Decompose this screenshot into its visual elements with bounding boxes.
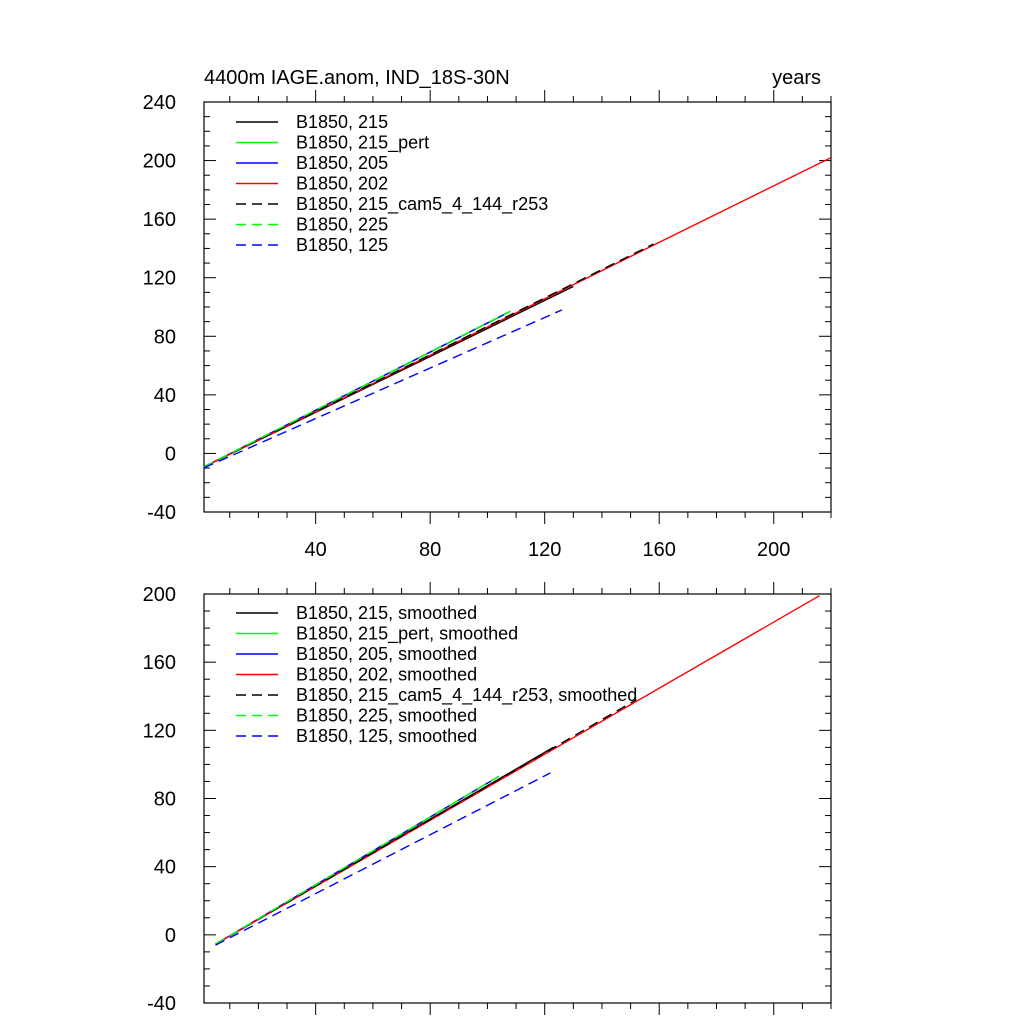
legend-label: B1850, 202	[296, 174, 388, 194]
legend-label: B1850, 205, smoothed	[296, 644, 477, 664]
y-tick-label: 160	[143, 209, 176, 231]
y-tick-label: 80	[154, 789, 176, 811]
x-tick-label: 40	[305, 539, 327, 561]
legend-label: B1850, 125	[296, 235, 388, 255]
y-tick-label: 200	[143, 151, 176, 173]
legend-label: B1850, 225	[296, 215, 388, 235]
chart-title: 4400m IAGE.anom, IND_18S-30N	[204, 67, 510, 89]
top-panel: -40 0 40 80 120 160 200 240 40 80 120 160 200 4400m I…	[143, 67, 832, 561]
legend-label: B1850, 215, smoothed	[296, 603, 477, 623]
legend-label: B1850, 205	[296, 153, 388, 173]
x-tick-label: 80	[419, 539, 441, 561]
legend-label: B1850, 225, smoothed	[296, 706, 477, 726]
series-line	[215, 772, 551, 946]
series-line	[203, 243, 654, 468]
legend-label: B1850, 215_pert	[296, 133, 429, 154]
y-tick-label: 120	[143, 268, 176, 290]
y-tick-label: 200	[143, 584, 176, 606]
x-tick-label: 120	[528, 539, 561, 561]
series-line	[203, 309, 563, 469]
y-tick-label: 160	[143, 652, 176, 674]
legend-label: B1850, 215_pert, smoothed	[296, 624, 518, 645]
y-tick-label: 0	[165, 443, 176, 465]
legend-label: B1850, 202, smoothed	[296, 665, 477, 685]
legend-label: B1850, 215_cam5_4_144_r253, smoothed	[296, 685, 637, 706]
y-tick-label: 40	[154, 385, 176, 407]
legend-label: B1850, 215_cam5_4_144_r253	[296, 194, 548, 215]
legend-label: B1850, 125, smoothed	[296, 726, 477, 746]
series-line	[203, 310, 511, 468]
y-tick-label: -40	[147, 993, 176, 1015]
series-line	[215, 775, 500, 945]
y-tick-label: 0	[165, 925, 176, 947]
x-tick-label: 200	[757, 539, 790, 561]
chart-title-right: years	[772, 67, 821, 89]
y-tick-label: 80	[154, 326, 176, 348]
y-tick-label: 240	[143, 92, 176, 114]
legend-label: B1850, 215	[296, 112, 388, 132]
y-tick-label: 40	[154, 857, 176, 879]
y-tick-label: 120	[143, 720, 176, 742]
y-tick-label: -40	[147, 502, 176, 524]
x-tick-label: 160	[643, 539, 676, 561]
